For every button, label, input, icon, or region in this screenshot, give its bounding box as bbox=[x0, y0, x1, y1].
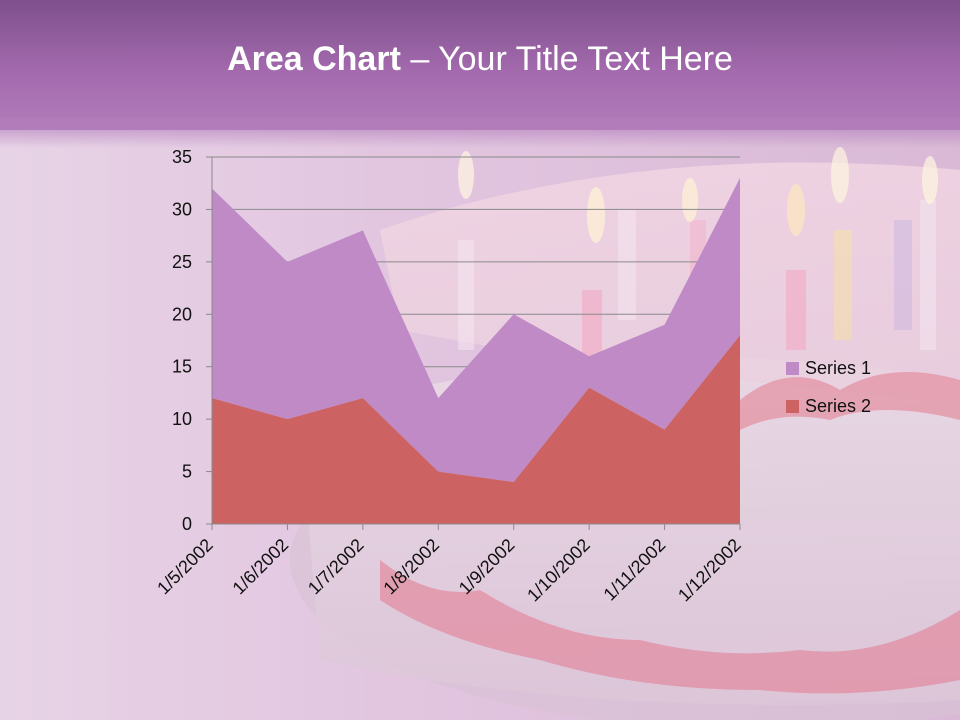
title-band-fade bbox=[0, 118, 960, 148]
x-tick-label: 1/7/2002 bbox=[304, 535, 368, 599]
y-tick-label: 30 bbox=[172, 199, 192, 219]
slide-title: Area Chart – Your Title Text Here bbox=[0, 40, 960, 79]
legend-label-series-1: Series 1 bbox=[805, 358, 871, 378]
x-tick-label: 1/6/2002 bbox=[229, 535, 293, 599]
x-tick-label: 1/9/2002 bbox=[455, 535, 519, 599]
series-2-area bbox=[212, 335, 740, 524]
x-tick-label: 1/8/2002 bbox=[379, 535, 443, 599]
x-tick-label: 1/10/2002 bbox=[523, 535, 594, 606]
x-tick-label: 1/12/2002 bbox=[674, 535, 745, 606]
y-tick-label: 20 bbox=[172, 304, 192, 324]
slide-title-rest: – Your Title Text Here bbox=[400, 40, 733, 78]
title-band bbox=[0, 0, 960, 130]
y-tick-label: 10 bbox=[172, 409, 192, 429]
legend-swatch-series-1 bbox=[786, 362, 799, 375]
x-tick-label: 1/11/2002 bbox=[600, 535, 670, 605]
x-tick-label: 1/5/2002 bbox=[153, 535, 217, 599]
y-tick-label: 15 bbox=[172, 357, 192, 377]
legend-label-series-2: Series 2 bbox=[805, 396, 871, 416]
series-1-area bbox=[212, 177, 740, 483]
y-tick-label: 0 bbox=[182, 514, 192, 534]
y-tick-label: 5 bbox=[182, 462, 192, 482]
y-tick-label: 25 bbox=[172, 252, 192, 272]
slide-title-bold: Area Chart bbox=[227, 40, 401, 78]
legend-swatch-series-2 bbox=[786, 400, 799, 413]
y-tick-label: 35 bbox=[172, 147, 192, 167]
